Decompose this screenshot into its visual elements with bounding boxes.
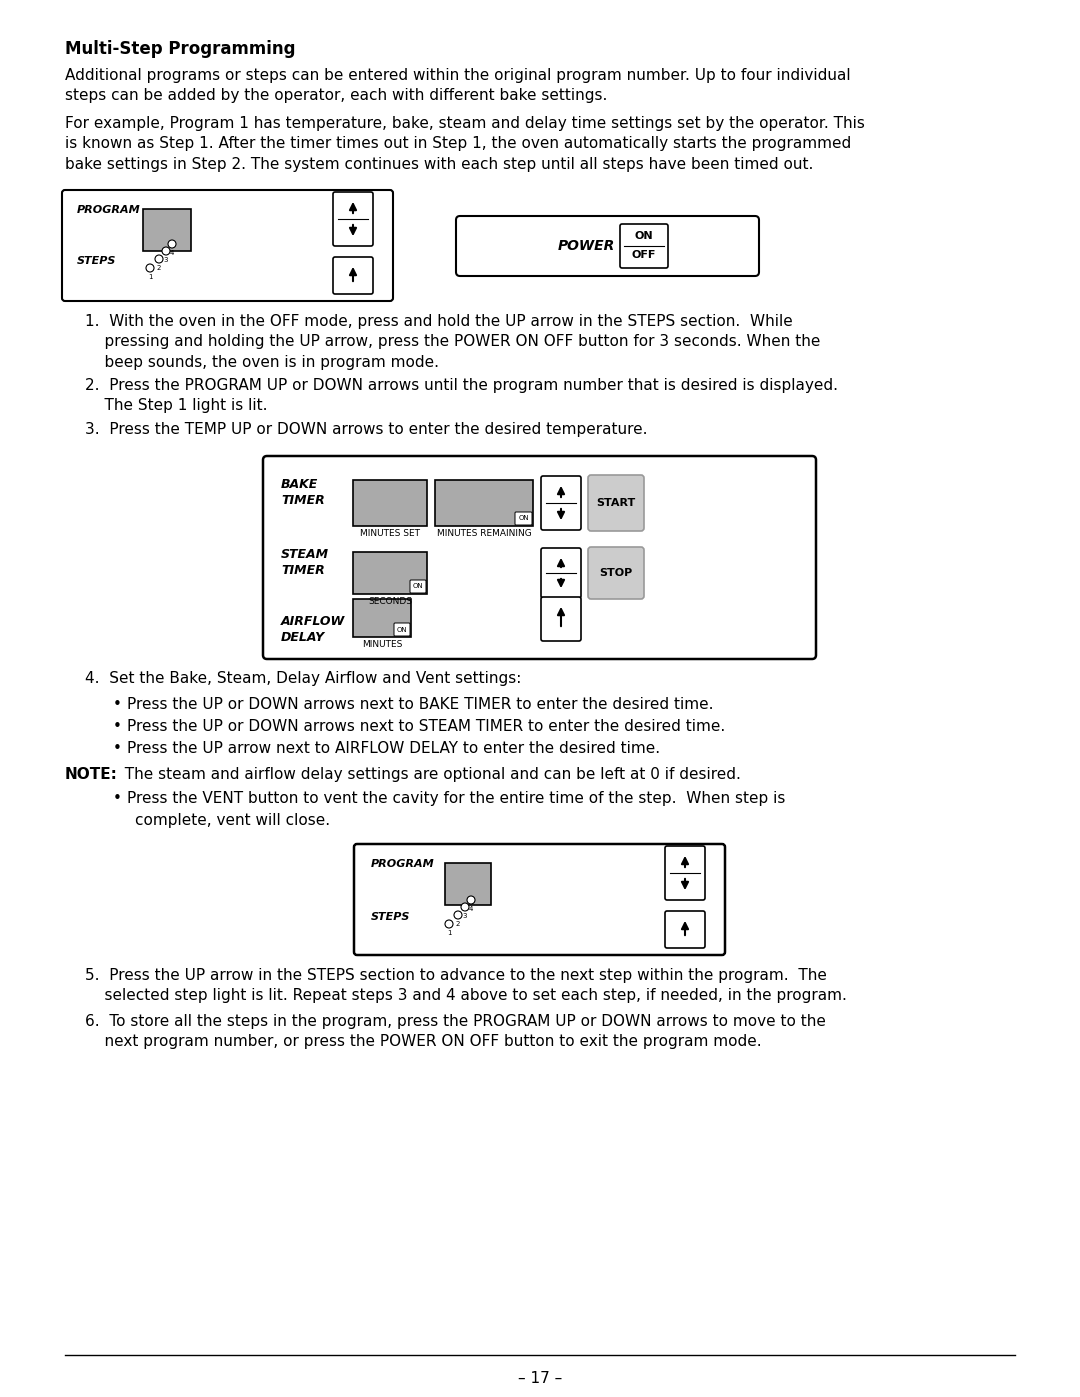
Text: For example, Program 1 has temperature, bake, steam and delay time settings set : For example, Program 1 has temperature, … (65, 116, 865, 172)
Text: ON: ON (518, 515, 529, 521)
FancyBboxPatch shape (541, 597, 581, 641)
Text: ON: ON (635, 231, 653, 240)
Text: Multi-Step Programming: Multi-Step Programming (65, 41, 296, 59)
Circle shape (146, 264, 154, 272)
Circle shape (445, 921, 453, 928)
Text: •: • (113, 719, 122, 733)
FancyBboxPatch shape (456, 217, 759, 277)
Circle shape (162, 247, 170, 256)
FancyBboxPatch shape (62, 190, 393, 300)
Text: MINUTES SET: MINUTES SET (360, 529, 420, 538)
FancyBboxPatch shape (541, 548, 581, 598)
FancyBboxPatch shape (541, 476, 581, 529)
Circle shape (467, 895, 475, 904)
FancyBboxPatch shape (333, 257, 373, 293)
Text: •: • (113, 740, 122, 756)
Circle shape (168, 240, 176, 249)
Bar (353, 481, 427, 527)
Text: BAKE
TIMER: BAKE TIMER (281, 478, 325, 507)
Text: 5.  Press the UP arrow in the STEPS section to advance to the next step within t: 5. Press the UP arrow in the STEPS secti… (85, 968, 847, 1003)
FancyBboxPatch shape (515, 511, 532, 525)
FancyBboxPatch shape (620, 224, 669, 268)
Text: SECONDS: SECONDS (368, 597, 411, 606)
Text: OFF: OFF (632, 250, 657, 260)
Text: 2.  Press the PROGRAM UP or DOWN arrows until the program number that is desired: 2. Press the PROGRAM UP or DOWN arrows u… (85, 379, 838, 414)
FancyBboxPatch shape (588, 475, 644, 531)
Text: 3.  Press the TEMP UP or DOWN arrows to enter the desired temperature.: 3. Press the TEMP UP or DOWN arrows to e… (85, 422, 648, 437)
Text: 4: 4 (469, 907, 473, 912)
Text: STOP: STOP (599, 569, 633, 578)
Text: 3: 3 (462, 914, 468, 919)
FancyBboxPatch shape (394, 623, 410, 636)
Text: •: • (113, 697, 122, 712)
Text: complete, vent will close.: complete, vent will close. (135, 813, 330, 828)
FancyBboxPatch shape (333, 191, 373, 246)
Text: 1: 1 (447, 930, 451, 936)
Circle shape (156, 256, 163, 263)
Text: •: • (113, 791, 122, 806)
Text: ON: ON (413, 584, 423, 590)
Bar (353, 599, 411, 637)
Text: START: START (596, 497, 636, 509)
Text: 2: 2 (157, 265, 161, 271)
Text: 1: 1 (148, 274, 152, 279)
Text: – 17 –: – 17 – (518, 1370, 562, 1386)
Bar (445, 863, 491, 905)
Text: Press the UP or DOWN arrows next to BAKE TIMER to enter the desired time.: Press the UP or DOWN arrows next to BAKE… (127, 697, 714, 712)
FancyBboxPatch shape (264, 455, 816, 659)
FancyBboxPatch shape (665, 911, 705, 949)
FancyBboxPatch shape (588, 548, 644, 599)
Circle shape (454, 911, 462, 919)
Text: STEAM
TIMER: STEAM TIMER (281, 548, 329, 577)
Text: PROGRAM: PROGRAM (77, 205, 140, 215)
Text: 2: 2 (456, 921, 460, 928)
Text: POWER: POWER (557, 239, 615, 253)
Text: 1.  With the oven in the OFF mode, press and hold the UP arrow in the STEPS sect: 1. With the oven in the OFF mode, press … (85, 314, 821, 370)
Text: STEPS: STEPS (372, 912, 410, 922)
Text: NOTE:: NOTE: (65, 767, 118, 782)
Text: 4.  Set the Bake, Steam, Delay Airflow and Vent settings:: 4. Set the Bake, Steam, Delay Airflow an… (85, 671, 522, 686)
FancyBboxPatch shape (354, 844, 725, 956)
Text: Press the UP or DOWN arrows next to STEAM TIMER to enter the desired time.: Press the UP or DOWN arrows next to STEA… (127, 719, 726, 733)
Text: 3: 3 (164, 257, 168, 263)
Text: Press the UP arrow next to AIRFLOW DELAY to enter the desired time.: Press the UP arrow next to AIRFLOW DELAY… (127, 740, 660, 756)
Text: The steam and airflow delay settings are optional and can be left at 0 if desire: The steam and airflow delay settings are… (114, 767, 741, 782)
Text: AIRFLOW
DELAY: AIRFLOW DELAY (281, 615, 346, 644)
Bar (353, 552, 427, 594)
Text: PROGRAM: PROGRAM (372, 859, 435, 869)
FancyBboxPatch shape (410, 580, 426, 592)
Text: MINUTES REMAINING: MINUTES REMAINING (436, 529, 531, 538)
Bar (143, 210, 191, 251)
Text: STEPS: STEPS (77, 256, 117, 265)
Text: 6.  To store all the steps in the program, press the PROGRAM UP or DOWN arrows t: 6. To store all the steps in the program… (85, 1014, 826, 1049)
Text: Additional programs or steps can be entered within the original program number. : Additional programs or steps can be ente… (65, 68, 851, 103)
Circle shape (461, 902, 469, 911)
Text: ON: ON (396, 626, 407, 633)
Text: 4: 4 (170, 250, 174, 256)
Bar (435, 481, 534, 527)
FancyBboxPatch shape (665, 847, 705, 900)
Text: Press the VENT button to vent the cavity for the entire time of the step.  When : Press the VENT button to vent the cavity… (127, 791, 785, 806)
Text: MINUTES: MINUTES (362, 640, 402, 650)
